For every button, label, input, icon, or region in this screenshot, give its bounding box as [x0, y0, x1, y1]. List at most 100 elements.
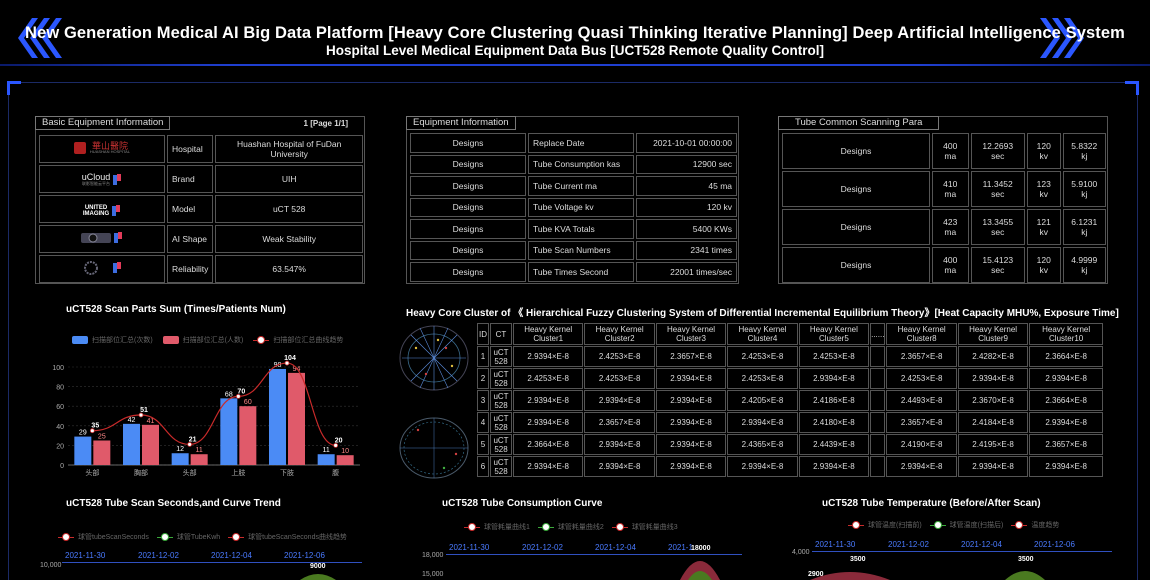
cluster-value-cell: 2.3657×E-8 — [886, 412, 957, 433]
bar — [239, 406, 257, 465]
table-row: Reliability 63.547% — [39, 255, 363, 283]
frame-corner — [1125, 81, 1139, 95]
row-value: 2021-10-01 00:00:00 — [636, 133, 737, 153]
legend-line-icon — [537, 523, 554, 531]
row-value: Weak Stability — [215, 225, 363, 253]
cluster-value-cell — [870, 368, 886, 389]
data-label: 3500 — [1018, 556, 1034, 563]
trend-data-label: 35 — [91, 423, 99, 430]
table-header-row: ID CT Heavy Kernel Cluster1 Heavy Kernel… — [477, 323, 1103, 345]
bar — [336, 455, 354, 465]
cluster-value-cell: 2.9394×E-8 — [957, 368, 1029, 389]
cluster-value-cell: 2.9394×E-8 — [798, 368, 870, 389]
column-header: Heavy Kernel Cluster1 — [513, 323, 584, 345]
x-tick-label: 下肢 — [280, 468, 294, 477]
date-tick: 2021-12-02 — [138, 551, 179, 560]
designs-cell: Designs — [410, 240, 526, 260]
trend-point — [138, 412, 144, 418]
cluster-value-cell: 2.4253×E-8 — [513, 368, 584, 389]
legend-label[interactable]: 温度趋势 — [1031, 522, 1060, 529]
legend-label[interactable]: 球管tubeScanSeconds — [78, 534, 149, 541]
cluster-value-cell: 2.4190×E-8 — [886, 434, 957, 455]
legend-label[interactable]: 球管耗量曲线2 — [557, 524, 604, 531]
bar — [317, 454, 335, 465]
bar-data-label: 42 — [128, 417, 136, 424]
ucloud-logo: uCloud 联影智能云平台 — [39, 165, 165, 193]
cluster-value-cell: 2.4365×E-8 — [727, 434, 798, 455]
bar-data-label: 94 — [293, 366, 301, 373]
bar — [190, 454, 208, 465]
cluster-value-cell: 2.9394×E-8 — [1029, 412, 1103, 433]
header: New Generation Medical AI Big Data Platf… — [0, 0, 1150, 72]
cluster-sphere-icon — [399, 325, 469, 391]
table-row: 2 uCT 528 2.4253×E-8 2.4253×E-8 2.9394×E-8 2.… — [477, 368, 1103, 389]
date-axis: 2021-11-30 2021-12-02 2021-12-04 2021-12… — [812, 540, 1112, 552]
ct-cell: uCT 528 — [490, 390, 512, 411]
row-value: 12900 sec — [636, 154, 737, 174]
temperature-legend: 球管温度(扫描前) 球管温度(扫描后) 温度趋势 — [848, 520, 1059, 530]
legend-label[interactable]: 扫描部位汇总曲线趋势 — [273, 337, 344, 344]
cluster-value-cell — [870, 346, 886, 367]
cluster-ring-icon — [399, 417, 469, 479]
united-imaging-logo: UNITED IMAGING — [39, 195, 165, 223]
legend-label[interactable]: 球管TubeKwh — [176, 534, 221, 541]
basic-info-table: 華山醫院 HUASHAN HOSPITAL Hospital Huashan H… — [37, 133, 365, 285]
y-tick-label: 60 — [56, 404, 64, 411]
legend-label[interactable]: 球管tubeScanSeconds曲线趋势 — [248, 534, 347, 541]
date-tick: 2021-11-30 — [815, 540, 856, 549]
kj-cell: 6.1231 kj — [1062, 209, 1106, 245]
legend-label[interactable]: 球管耗量曲线1 — [484, 524, 530, 531]
cluster-value-cell: 2.9394×E-8 — [655, 368, 727, 389]
trend-point — [89, 428, 95, 434]
trend-data-label: 104 — [284, 355, 296, 362]
date-tick: 2021-12-02 — [888, 540, 929, 549]
cluster-value-cell: 2.3670×E-8 — [957, 390, 1029, 411]
legend-label[interactable]: 扫描部位汇总(次数) — [92, 337, 153, 344]
tube-scanning-panel: Tube Common Scanning Para Designs 400 ma 1… — [778, 116, 1108, 284]
main-frame — [7, 81, 1139, 580]
table-row: Designs 400 ma 15.4123 sec 120 kv 4.9999 kj — [782, 247, 1106, 283]
bar-data-label: 60 — [244, 399, 252, 406]
gantry-ring-icon — [83, 261, 98, 275]
cluster-value-cell — [870, 434, 886, 455]
legend-label[interactable]: 球管温度(扫描前) — [868, 522, 922, 529]
legend-label[interactable]: 扫描部位汇总(人数) — [182, 337, 244, 344]
data-label: 2900 — [808, 571, 824, 578]
panel-title: Tube Common Scanning Para — [778, 116, 940, 130]
row-value: 45 ma — [636, 176, 737, 196]
ct-scanner-icon — [81, 233, 111, 243]
bar-data-label: 11 — [323, 447, 330, 454]
trend-point — [333, 443, 339, 448]
cluster-value-cell: 2.4253×E-8 — [798, 346, 870, 367]
brand-mark-icon — [112, 205, 121, 216]
header-stripes-left-icon — [18, 18, 62, 58]
table-row: Designs Tube Times Second 22001 times/sec — [410, 262, 737, 282]
pagination[interactable]: 1 [Page 1/1] — [303, 119, 348, 128]
cluster-value-cell: 2.9394×E-8 — [655, 412, 727, 433]
table-row: Designs Tube Scan Numbers 2341 times — [410, 240, 737, 260]
page-subtitle: Hospital Level Medical Equipment Data Bu… — [325, 43, 825, 58]
cluster-value-cell — [870, 412, 886, 433]
row-id-cell: 6 — [477, 456, 489, 477]
sec-cell: 13.3455 sec — [970, 209, 1025, 245]
legend-label[interactable]: 球管耗量曲线3 — [631, 524, 678, 531]
date-tick: 2021-12-02 — [522, 543, 563, 552]
y-tick-label: 100 — [52, 365, 64, 372]
cluster-value-cell: 2.4282×E-8 — [957, 346, 1029, 367]
y-tick-label: 40 — [56, 424, 64, 431]
y-tick-label: 20 — [56, 443, 64, 450]
bar-data-label: 68 — [225, 391, 233, 398]
cluster-value-cell: 2.9394×E-8 — [584, 390, 655, 411]
ma-cell: 400 ma — [932, 133, 969, 169]
kv-cell: 120 kv — [1026, 133, 1061, 169]
legend-label[interactable]: 球管温度(扫描后) — [949, 522, 1004, 529]
x-tick-label: 腹 — [332, 468, 339, 477]
ma-cell: 423 ma — [932, 209, 969, 245]
row-value: 5400 KWs — [636, 219, 737, 239]
ct-cell: uCT 528 — [490, 456, 512, 477]
cluster-value-cell: 2.3657×E-8 — [1029, 434, 1103, 455]
trend-point — [187, 442, 193, 447]
sec-cell: 11.3452 sec — [970, 171, 1025, 207]
x-tick-label: 头部 — [183, 468, 197, 477]
legend-line-icon — [848, 521, 864, 529]
